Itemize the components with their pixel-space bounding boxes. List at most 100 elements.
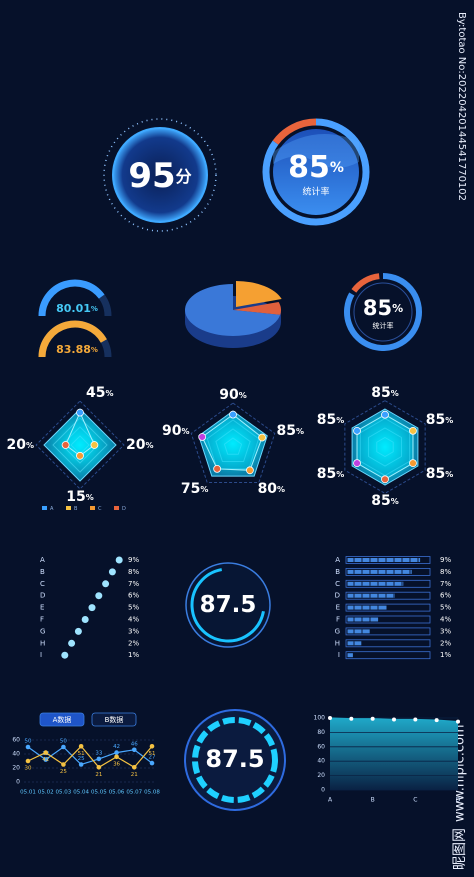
- legend-swatch: [90, 506, 95, 510]
- x-tick-label: C: [413, 797, 417, 804]
- radar-unit: %: [239, 391, 247, 400]
- area-point: [413, 717, 418, 722]
- radar-dot: [409, 426, 417, 435]
- bar-category: H: [40, 639, 45, 647]
- radar-value: 85: [426, 466, 445, 482]
- x-tick-label: B: [371, 797, 375, 804]
- series-line: [27, 745, 153, 769]
- bar-value-label: 3%: [440, 627, 451, 635]
- bar-category: F: [40, 616, 44, 624]
- legend-tab: [91, 712, 137, 727]
- value-unit: 分: [176, 167, 192, 186]
- pie-slice: [184, 284, 281, 337]
- x-tick-label: D: [456, 797, 461, 804]
- area-point: [456, 719, 460, 724]
- bar-value-label: 7%: [440, 580, 451, 588]
- bar: [347, 569, 412, 574]
- y-tick-label: 20: [12, 765, 20, 772]
- gauge-arc-rest: [272, 118, 317, 145]
- gauge-arc: [38, 320, 107, 358]
- pie-slice: [233, 301, 282, 315]
- y-tick-label: 60: [317, 743, 325, 750]
- bar-track: [345, 603, 431, 612]
- radar-grid: [376, 436, 394, 458]
- radar-label: 85%: [426, 466, 454, 482]
- radar-unit: %: [86, 493, 94, 502]
- y-tick-label: 20: [317, 772, 325, 779]
- radar-value: 85: [371, 385, 390, 401]
- radar-label: 85%: [317, 466, 345, 482]
- bar-value-label: 1%: [440, 651, 451, 659]
- data-label: 33: [95, 750, 102, 756]
- radar-label: 90%: [219, 387, 247, 403]
- radar-value: 90: [219, 387, 239, 403]
- radar-value: 85: [317, 466, 336, 482]
- data-label: 50: [25, 739, 32, 745]
- x-tick-label: 05.03: [56, 790, 72, 796]
- data-label: 50: [60, 739, 67, 745]
- series-point: [25, 744, 31, 750]
- radar-dot: [76, 451, 84, 460]
- data-label: 36: [113, 761, 120, 767]
- area-fill: [330, 718, 458, 790]
- bar-value-label: 7%: [128, 580, 139, 588]
- bar-category: C: [40, 580, 45, 588]
- radar-dot: [90, 441, 99, 449]
- radar-value: 85: [426, 412, 445, 428]
- radar-frame: [344, 400, 426, 494]
- radar-label: 80%: [258, 481, 286, 497]
- dotted-ring: [103, 118, 217, 232]
- bar-category: B: [335, 568, 340, 576]
- bar-value-label: 4%: [440, 616, 451, 624]
- pie-slice: [236, 281, 282, 307]
- radar-value: 80: [258, 481, 278, 497]
- value-number: 83.88: [56, 343, 91, 356]
- x-tick-label: 05.07: [126, 790, 142, 796]
- radar-value: 15: [66, 489, 85, 505]
- radar-unit: %: [445, 416, 453, 425]
- series-point: [43, 757, 49, 762]
- legend-swatch: [66, 506, 71, 510]
- area-point: [349, 716, 354, 721]
- radar-value: 45: [86, 385, 105, 401]
- series-line: [27, 746, 153, 766]
- y-tick-label: 100: [314, 715, 326, 722]
- area-point: [328, 716, 332, 720]
- value-unit: %: [330, 160, 344, 176]
- data-label: 21: [95, 772, 102, 778]
- radar-unit: %: [445, 470, 453, 479]
- x-tick-label: A: [328, 797, 333, 804]
- gauge-label: 统计率: [302, 186, 329, 198]
- gauge-arc-rest: [351, 273, 380, 293]
- gauge-value: 85%: [363, 296, 403, 320]
- bar-end: [68, 639, 76, 647]
- gauge-arc: [262, 118, 370, 226]
- radar-value: 75: [181, 481, 200, 497]
- bar-track: [345, 615, 431, 624]
- wave: [273, 134, 359, 168]
- bar-value-label: 2%: [128, 639, 139, 647]
- bar: [347, 653, 353, 658]
- y-tick-label: 0: [16, 779, 20, 786]
- gauge-value: 85%: [288, 150, 344, 185]
- bar-end: [95, 592, 103, 600]
- y-tick-label: 80: [317, 729, 325, 736]
- area-point: [392, 717, 396, 722]
- bar-end: [102, 580, 110, 588]
- value-unit: %: [91, 346, 98, 354]
- bar-end: [88, 604, 96, 612]
- bar-category: B: [40, 568, 45, 576]
- area-point: [434, 718, 439, 723]
- bar-category: G: [335, 627, 340, 635]
- bar-value-label: 8%: [440, 568, 451, 576]
- bar-value-label: 9%: [440, 556, 451, 564]
- radar-value: 90: [162, 423, 182, 439]
- bar-track: [345, 651, 431, 660]
- radar-dot: [409, 459, 417, 468]
- radar-label: 20%: [126, 437, 154, 453]
- data-label: 51: [149, 751, 156, 757]
- radar-label: 85%: [426, 412, 454, 428]
- radar-value: 20: [7, 437, 27, 453]
- gauge-disc: [273, 129, 359, 215]
- data-label: 25: [78, 756, 85, 762]
